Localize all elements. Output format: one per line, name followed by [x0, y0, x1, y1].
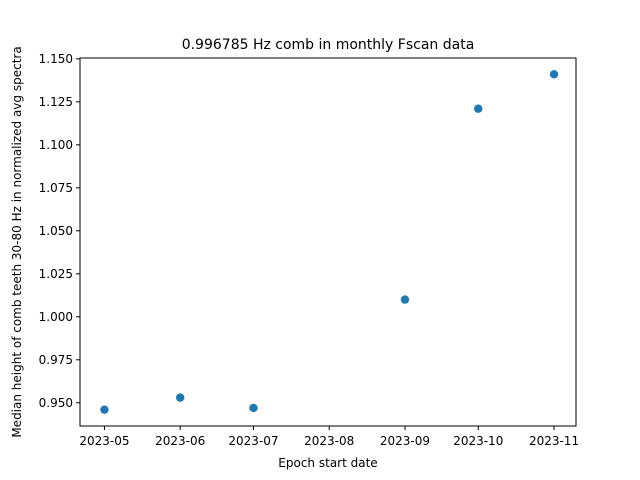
y-tick-label: 1.025 [39, 267, 73, 281]
data-point [474, 104, 483, 113]
y-tick-label: 1.125 [39, 95, 73, 109]
x-axis: 2023-05 2023-06 2023-07 2023-08 2023-09 2023-… [79, 426, 579, 448]
data-point [549, 70, 559, 79]
y-axis-label: Median height of comb teeth 30-80 Hz in … [10, 46, 24, 437]
x-tick-label: 2023-10 [453, 434, 503, 448]
chart-title: 0.996785 Hz comb in monthly Fscan data [182, 37, 475, 53]
y-tick-label: 0.975 [39, 353, 73, 367]
y-tick-label: 1.075 [39, 181, 73, 195]
x-axis-label: Epoch start date [278, 456, 377, 470]
y-tick-label: 0.950 [39, 396, 73, 410]
x-tick-label: 2023-05 [79, 434, 129, 448]
data-point [400, 295, 410, 304]
x-tick-label: 2023-06 [155, 434, 205, 448]
x-tick-label: 2023-07 [228, 434, 278, 448]
data-points [100, 70, 559, 414]
data-point [249, 403, 258, 413]
data-point [100, 405, 109, 414]
y-axis: 0.950 0.975 1.000 1.025 1.050 1.075 1.100 1.125… [39, 52, 80, 410]
y-tick-label: 1.050 [39, 224, 73, 238]
data-point [175, 393, 185, 402]
y-tick-label: 1.150 [39, 52, 73, 66]
plot-frame [79, 57, 577, 427]
x-tick-label: 2023-11 [529, 434, 579, 448]
x-tick-label: 2023-08 [304, 434, 354, 448]
y-tick-label: 1.000 [39, 310, 73, 324]
x-tick-label: 2023-09 [380, 434, 430, 448]
y-tick-label: 1.100 [39, 138, 73, 152]
plot-area [79, 57, 577, 427]
